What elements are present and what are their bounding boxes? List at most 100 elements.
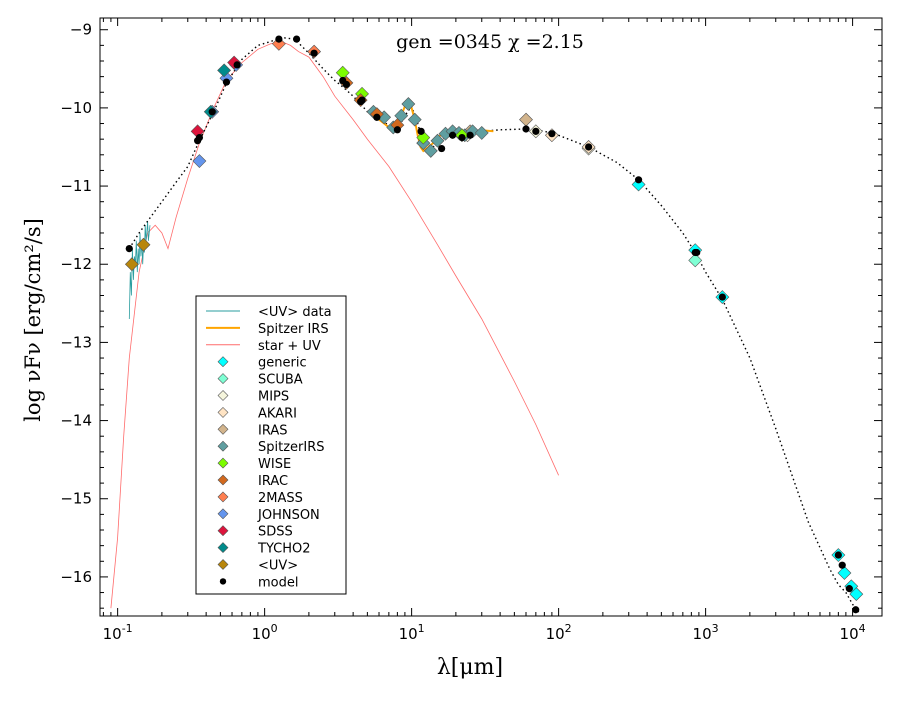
data-point-spitzerirs — [401, 97, 416, 111]
model-point — [222, 78, 231, 86]
data-point-spitzerirs — [430, 133, 445, 148]
legend-label: SDSS — [258, 525, 293, 540]
chart-title: gen =0345 χ =2.15 — [396, 31, 584, 53]
model-point — [448, 131, 457, 139]
legend-diamond-swatch — [217, 440, 229, 452]
y-tick-label: −10 — [60, 99, 92, 117]
model-point — [358, 96, 366, 104]
legend-diamond-swatch — [217, 559, 229, 570]
y-tick-label: −14 — [60, 412, 92, 430]
y-tick-label: −13 — [60, 333, 92, 351]
legend-label: MIPS — [258, 390, 289, 405]
ticks-layer — [100, 18, 882, 616]
legend-diamond-swatch — [217, 491, 229, 503]
model-point — [233, 61, 241, 69]
legend-label: Spitzer IRS — [258, 322, 329, 337]
legend-label: <UV> data — [258, 305, 332, 320]
legend-label: generic — [258, 356, 307, 371]
x-tick-exponent: 2 — [565, 622, 572, 635]
legend-label: 2MASS — [258, 491, 303, 506]
legend-label: WISE — [258, 457, 291, 472]
x-tick-label: 102 — [546, 622, 572, 643]
y-tick-label: −9 — [70, 21, 92, 39]
legend-diamond-swatch — [217, 525, 229, 537]
model-point — [838, 561, 846, 569]
y-tick-label: −16 — [60, 568, 92, 586]
model-point — [438, 144, 446, 153]
model-point — [585, 143, 593, 151]
legend-diamond-swatch — [217, 373, 229, 385]
tick-labels-layer: 1 0 -1 100 101 102 103 104 −9 −10 −11 −12 −13 −14 −15 −… — [60, 21, 865, 643]
legend-diamond-swatch — [217, 406, 229, 418]
legend-label: model — [258, 575, 298, 590]
plot-frame — [99, 17, 883, 617]
data-point-generic — [849, 587, 864, 602]
y-tick-label: −12 — [60, 255, 92, 273]
legend-label: SCUBA — [258, 373, 303, 388]
model-point — [693, 248, 701, 257]
model-point — [417, 127, 425, 135]
legend-diamond-swatch — [217, 474, 229, 486]
model-point — [195, 134, 204, 142]
x-tick-label: 104 — [840, 622, 866, 643]
model-point — [845, 585, 853, 593]
model-point — [834, 551, 842, 559]
x-axis-label: λ[μm] — [437, 655, 503, 680]
data-point-tycho2 — [217, 63, 232, 78]
model-point — [458, 134, 466, 142]
y-tick-label: −11 — [60, 177, 92, 195]
x-tick-exponent: -1 — [122, 622, 133, 635]
model-point — [466, 131, 474, 139]
legend-diamond-swatch — [217, 457, 229, 469]
legend-diamond-swatch — [217, 542, 229, 554]
data-point--uv- — [136, 237, 151, 252]
model-point — [310, 49, 318, 57]
x-tick-exponent: 0 — [271, 622, 278, 635]
legend-label: TYCHO2 — [257, 542, 311, 557]
model-point — [125, 245, 133, 253]
model-point — [275, 35, 283, 43]
data-point-scuba — [688, 253, 703, 268]
model-point — [208, 108, 216, 116]
x-tick-exponent: 4 — [859, 622, 866, 635]
legend-diamond-swatch — [217, 390, 229, 401]
legend-label: star + UV — [258, 339, 321, 354]
data-point--uv- — [124, 257, 139, 272]
legend-label: IRAS — [258, 423, 288, 438]
data-point-spitzerirs — [423, 143, 438, 158]
model-point — [718, 293, 726, 301]
data-point-johnson — [192, 154, 207, 168]
data-point-spitzerirs — [474, 125, 489, 140]
legend-diamond-swatch — [217, 508, 229, 520]
model-point — [373, 113, 381, 121]
legend-diamond-swatch — [217, 356, 229, 368]
data-layer — [110, 35, 864, 614]
legend-dot-swatch — [219, 578, 227, 585]
x-tick-exponent: 3 — [712, 622, 719, 635]
legend-label: IRAC — [258, 474, 288, 489]
x-tick-label: 101 — [399, 622, 425, 643]
model-point — [634, 176, 643, 184]
model-point — [342, 80, 351, 89]
y-tick-label: −15 — [60, 490, 92, 508]
model-point — [532, 127, 540, 135]
legend-diamond-swatch — [217, 423, 229, 435]
x-tick-exponent: 1 — [418, 622, 425, 635]
data-point-spitzerirs — [407, 112, 422, 127]
legend: <UV> data Spitzer IRS star + UV generic SCUB… — [195, 295, 347, 595]
y-axis-label: log νFν [erg/cm²/s] — [21, 218, 45, 422]
legend-label: JOHNSON — [257, 508, 320, 523]
x-tick-label: 103 — [693, 622, 719, 643]
legend-label: AKARI — [258, 406, 297, 421]
model-point — [548, 130, 556, 138]
series-line-star-uv — [110, 41, 559, 609]
data-point-generic — [837, 566, 852, 580]
model-point — [393, 126, 401, 134]
legend-label: SpitzerIRS — [258, 440, 325, 455]
model-point — [852, 606, 860, 614]
legend-label: <UV> — [258, 559, 298, 574]
model-point — [522, 125, 530, 133]
x-tick-label: 100 — [252, 622, 278, 643]
